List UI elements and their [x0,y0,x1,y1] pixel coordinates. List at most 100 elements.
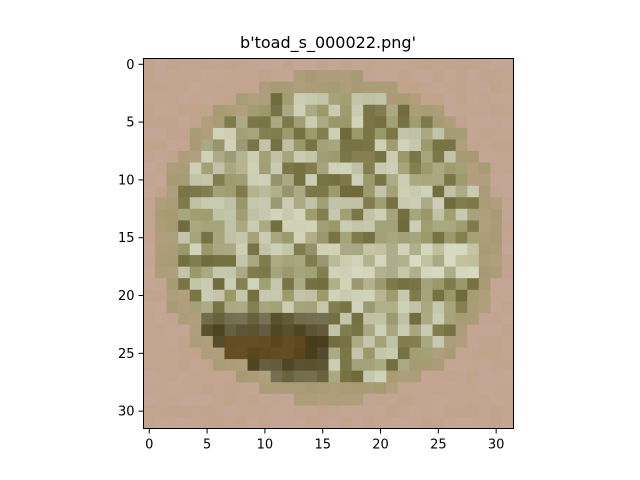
image-pixel [178,347,191,360]
image-pixel [386,416,399,429]
image-pixel [432,231,445,244]
image-pixel [270,174,283,187]
image-pixel [305,278,318,291]
image-pixel [259,370,272,383]
image-pixel [316,185,329,198]
image-pixel [189,197,202,210]
image-pixel [305,197,318,210]
image-pixel [178,382,191,395]
image-pixel [305,370,318,383]
image-pixel [490,127,503,140]
image-pixel [270,370,283,383]
image-pixel [328,312,341,325]
image-pixel [478,289,491,302]
x-tick-label: 10 [257,438,274,453]
image-pixel [236,93,248,106]
image-pixel [386,127,399,140]
image-pixel [363,370,376,383]
image-pixel [501,70,514,83]
image-pixel [178,81,191,94]
image-pixel [270,197,283,210]
image-pixel [189,139,202,152]
image-pixel [178,301,191,314]
image-pixel [293,220,306,233]
image-pixel [363,289,376,302]
image-pixel [340,197,353,210]
image-pixel [282,336,295,348]
image-pixel [305,324,318,337]
image-pixel [236,289,248,302]
image-pixel [236,104,248,117]
image-pixel [455,116,468,129]
image-pixel [374,301,387,314]
image-pixel [178,104,191,117]
image-pixel [247,243,260,256]
image-pixel [340,405,353,418]
image-pixel [351,382,364,395]
image-pixel [328,104,341,117]
image-pixel [189,93,202,106]
image-pixel [155,208,168,221]
image-pixel [305,70,318,83]
image-pixel [224,324,237,337]
image-pixel [178,70,191,83]
image-pixel [409,81,422,94]
image-pixel [166,405,179,418]
image-pixel [316,301,329,314]
image-pixel [143,220,156,233]
image-pixel [236,81,248,94]
image-pixel [501,278,514,291]
image-pixel [374,116,387,129]
image-pixel [143,312,156,325]
image-pixel [282,127,295,140]
image-pixel [293,116,306,129]
image-pixel [363,185,376,198]
image-pixel [363,324,376,337]
image-pixel [305,359,318,372]
image-pixel [155,289,168,302]
image-pixel [247,197,260,210]
image-pixel [421,93,433,106]
image-pixel [351,255,364,268]
image-pixel [270,243,283,256]
image-pixel [293,278,306,291]
image-pixel [282,220,295,233]
image-pixel [212,324,225,337]
image-pixel [351,116,364,129]
image-pixel [270,127,283,140]
image-pixel [189,289,202,302]
image-pixel [212,58,225,71]
image-pixel [224,81,237,94]
image-pixel [236,359,248,372]
image-pixel [201,359,214,372]
image-pixel [432,289,445,302]
image-pixel [201,185,214,198]
image-pixel [490,174,503,187]
image-pixel [189,336,202,348]
image-pixel [397,289,410,302]
image-pixel [351,416,364,429]
image-pixel [259,405,272,418]
image-pixel [201,231,214,244]
image-pixel [409,93,422,106]
image-pixel [490,347,503,360]
image-pixel [270,104,283,117]
image-pixel [397,405,410,418]
image-pixel [259,116,272,129]
image-pixel [386,231,399,244]
image-pixel [374,174,387,187]
image-pixel [259,359,272,372]
image-pixel [455,93,468,106]
image-pixel [374,324,387,337]
image-pixel [409,116,422,129]
image-pixel [467,416,480,429]
image-pixel [467,359,480,372]
image-pixel [455,405,468,418]
image-pixel [166,208,179,221]
image-pixel [247,162,260,175]
image-pixel [490,336,503,348]
image-pixel [270,162,283,175]
image-pixel [282,139,295,152]
image-pixel [166,58,179,71]
image-pixel [293,93,306,106]
